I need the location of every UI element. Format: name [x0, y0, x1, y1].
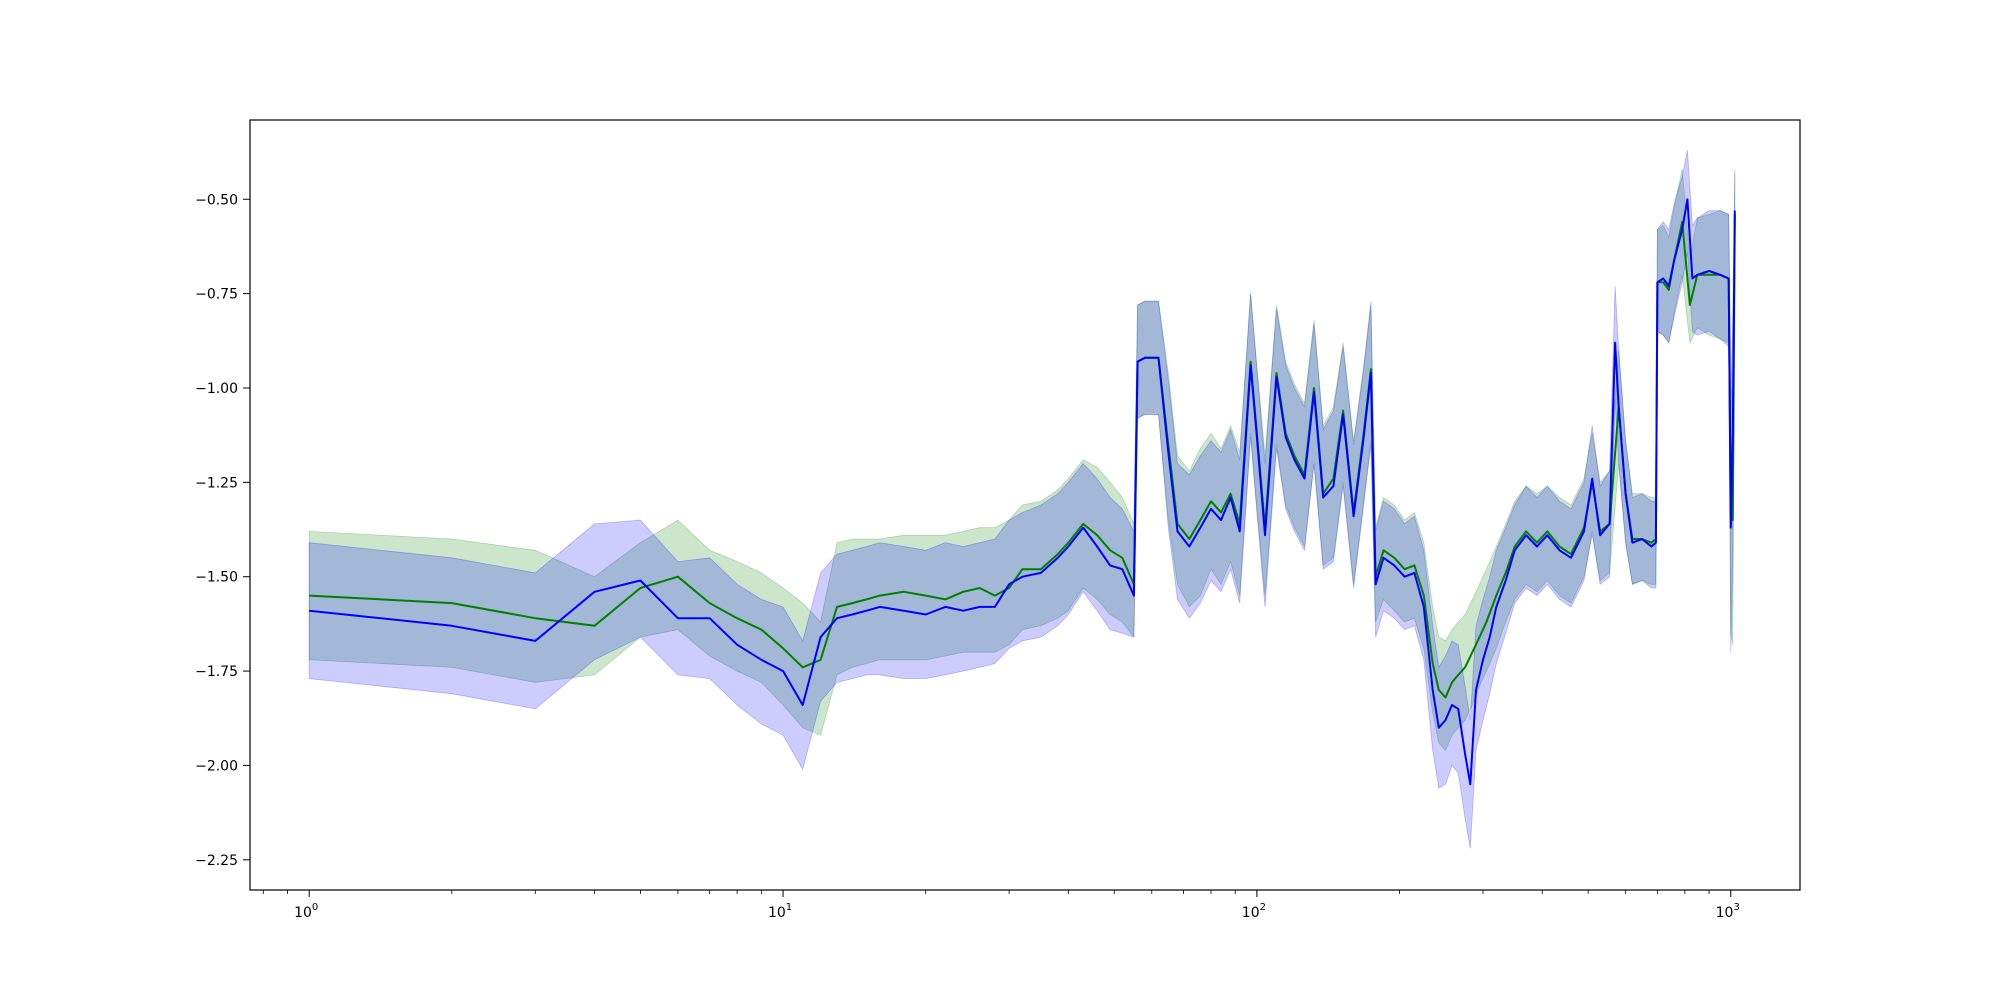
- x-tick-label: 100: [294, 902, 318, 921]
- x-tick-label: 101: [768, 902, 792, 921]
- series-1-line: [309, 198, 1736, 786]
- y-tick-label: −1.50: [195, 570, 238, 586]
- y-tick-label: −1.25: [195, 475, 238, 491]
- x-tick-label: 102: [1242, 902, 1266, 921]
- y-tick-label: −2.25: [195, 853, 238, 869]
- series-lines: [309, 198, 1736, 786]
- y-tick-label: −0.75: [195, 287, 238, 303]
- y-axis: −0.50 −0.75 −1.00 −1.25 −1.50 −1.75 −2.00 −2.25: [195, 192, 250, 869]
- y-tick-label: −1.75: [195, 664, 238, 680]
- plot-area-frame: [249, 119, 1801, 891]
- y-tick-label: −1.00: [195, 381, 238, 397]
- x-tick-label: 103: [1716, 902, 1740, 921]
- x-axis: 100 101 102 103: [262, 890, 1740, 921]
- y-tick-label: −2.00: [195, 758, 238, 774]
- y-tick-label: −0.50: [195, 192, 238, 208]
